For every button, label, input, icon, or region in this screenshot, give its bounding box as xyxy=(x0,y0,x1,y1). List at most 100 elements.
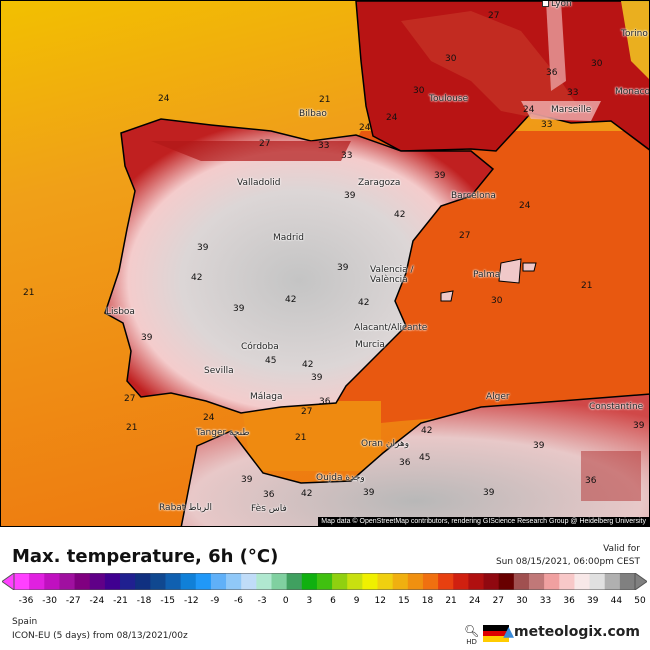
scale-swatch xyxy=(271,573,288,590)
hd-zoom-button[interactable]: 🔍︎ HD xyxy=(464,624,479,646)
city-monaco: Monaco xyxy=(615,87,650,97)
scale-tick-label: 15 xyxy=(398,596,410,606)
scale-swatch xyxy=(483,573,500,590)
scale-swatch xyxy=(74,573,91,590)
scale-arrow-right xyxy=(634,573,647,590)
scale-swatch xyxy=(286,573,303,590)
city-lyon: Lyon xyxy=(542,1,572,10)
temp-label: 21 xyxy=(581,281,593,291)
city-lisboa: Lisboa xyxy=(106,307,135,317)
city-rabat: Rabat الرباط xyxy=(159,503,212,513)
scale-swatch xyxy=(604,573,621,590)
north-africa-land xyxy=(180,393,649,526)
temp-label: 33 xyxy=(567,88,579,98)
scale-tick-label: -3 xyxy=(257,596,267,606)
scale-swatch xyxy=(332,573,348,590)
city-barcelona: Barcelona xyxy=(451,191,496,201)
scale-border xyxy=(13,573,636,590)
temp-label: 24 xyxy=(519,201,531,211)
temp-label: 33 xyxy=(541,120,553,130)
city-marseille: Marseille xyxy=(551,105,592,115)
iberia-land xyxy=(104,118,495,414)
city-oran: Oran وهران xyxy=(361,439,410,449)
scale-tick-label: 24 xyxy=(468,596,481,606)
alboran-sea xyxy=(241,401,381,471)
scale-swatch xyxy=(498,573,515,590)
scale-tick-label: -15 xyxy=(160,596,176,606)
scale-swatch xyxy=(241,573,257,590)
scale-swatch xyxy=(29,573,45,590)
menorca xyxy=(522,262,537,272)
scale-arrow-left xyxy=(2,573,15,590)
mallorca xyxy=(498,258,522,284)
city-malaga: Málaga xyxy=(250,392,283,402)
city-alger: Alger xyxy=(486,392,510,402)
temp-label: 24 xyxy=(359,123,371,133)
valid-label: Valid for xyxy=(603,544,640,554)
scale-swatch xyxy=(559,573,575,590)
scale-swatch xyxy=(301,573,318,590)
hd-label: HD xyxy=(466,638,477,646)
scale-swatch xyxy=(619,573,636,590)
temp-label: 24 xyxy=(523,105,535,115)
scale-tick-label: 9 xyxy=(353,596,360,606)
temp-label: 36 xyxy=(263,490,275,500)
map-canvas xyxy=(1,1,649,526)
scale-tick-label: 39 xyxy=(587,596,599,606)
color-scale xyxy=(2,573,647,590)
scale-swatch xyxy=(468,573,485,590)
city-palma: Palma xyxy=(473,270,501,280)
temp-label: 39 xyxy=(483,488,495,498)
city-constantine: Constantine xyxy=(589,402,644,412)
scale-swatch xyxy=(180,573,197,590)
temp-label: 39 xyxy=(197,243,209,253)
temp-label: 33 xyxy=(341,151,353,161)
temp-label: 39 xyxy=(533,441,545,451)
temp-label: 27 xyxy=(488,11,500,21)
temp-label: 30 xyxy=(445,54,457,64)
temp-label: 39 xyxy=(311,373,323,383)
temp-label: 27 xyxy=(124,394,136,404)
scale-swatch xyxy=(165,573,182,590)
scale-swatch xyxy=(150,573,166,590)
temp-label: 39 xyxy=(344,191,356,201)
scale-tick-label: -30 xyxy=(42,596,57,606)
temp-label: 39 xyxy=(337,263,349,273)
temp-label: 24 xyxy=(386,113,398,123)
scale-swatch xyxy=(453,573,469,590)
scale-tick-label: -12 xyxy=(183,596,199,606)
city-valencia: Valencia / València xyxy=(370,265,414,285)
region-label: Spain xyxy=(12,617,38,627)
germany-flag-icon[interactable] xyxy=(483,625,509,642)
color-scale-ticks: -36 -30 -27 -24 -21 -18 -15 -12 -9 -6 -3 0 3 6 9 12 15 18… xyxy=(0,596,650,608)
model-run-label: ICON-EU (5 days) from 08/13/2021/00z xyxy=(12,631,188,641)
scale-tick-label: 18 xyxy=(421,596,434,606)
scale-tick-label: 33 xyxy=(539,596,552,606)
scale-tick-label: 36 xyxy=(563,596,575,606)
meteologix-logo[interactable]: ▲meteologix.com xyxy=(503,624,640,640)
weather-map[interactable]: Lyon Torino Toulouse Monaco Marseille Bi… xyxy=(0,0,650,527)
scale-swatch xyxy=(392,573,409,590)
temp-label: 39 xyxy=(141,333,153,343)
scale-swatch xyxy=(44,573,60,590)
temp-label: 39 xyxy=(633,421,645,431)
map-attribution: Map data © OpenStreetMap contributors, r… xyxy=(318,517,649,526)
city-cordoba: Córdoba xyxy=(241,342,279,352)
scale-swatch xyxy=(120,573,136,590)
temp-label: 42 xyxy=(285,295,297,305)
scale-tick-label: -36 xyxy=(18,596,34,606)
scale-swatch xyxy=(226,573,242,590)
temp-label: 30 xyxy=(491,296,503,306)
scale-swatch xyxy=(14,573,30,590)
city-toulouse: Toulouse xyxy=(429,94,469,104)
scale-swatch xyxy=(438,573,454,590)
temp-label: 42 xyxy=(301,489,313,499)
temp-label: 21 xyxy=(295,433,307,443)
scale-swatch xyxy=(377,573,394,590)
temp-label: 27 xyxy=(259,139,271,149)
scale-swatch xyxy=(59,573,76,590)
city-oujda: Oujda وجدة xyxy=(316,473,365,483)
city-sevilla: Sevilla xyxy=(204,366,234,376)
temp-label: 36 xyxy=(319,397,331,407)
scale-swatch xyxy=(104,573,121,590)
